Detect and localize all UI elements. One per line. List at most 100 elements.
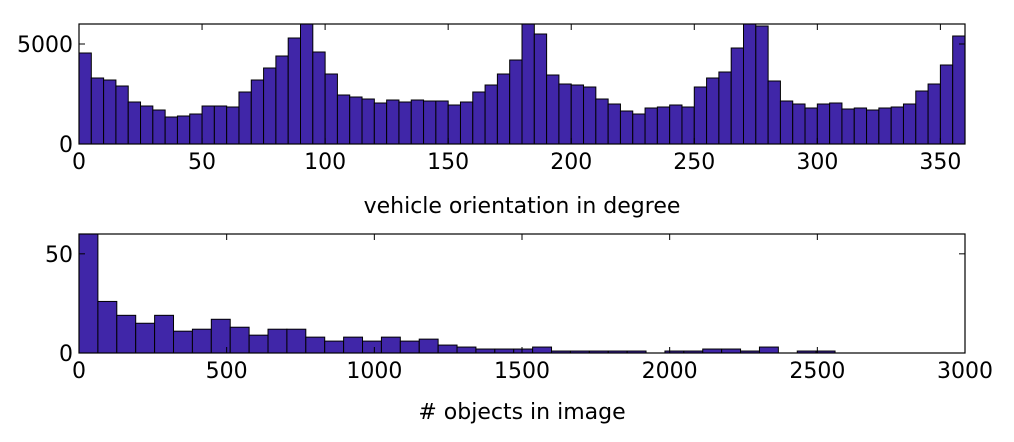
histogram-bar	[90, 77, 105, 145]
histogram-bar	[135, 322, 156, 354]
histogram-bar	[779, 100, 794, 145]
y-tick-label: 50	[45, 243, 73, 268]
x-tick-label: 2500	[789, 359, 845, 384]
histogram-bar	[755, 25, 769, 145]
histogram-bar	[743, 23, 757, 145]
histogram-bar	[644, 107, 658, 145]
histogram-bar	[305, 336, 326, 354]
histogram-bar	[116, 314, 137, 354]
histogram-bar	[324, 73, 338, 145]
orientation-histogram-panel: 0 50 100 150 200 250 300 350 0 5000 vehicle orient…	[17, 23, 966, 219]
y-tick-label: 5000	[17, 33, 73, 58]
x-tick-label: 0	[72, 150, 86, 175]
histogram-bar	[248, 334, 269, 354]
histogram-bar	[546, 74, 560, 145]
histogram-bar	[380, 336, 401, 354]
histogram-bar	[681, 106, 695, 145]
histogram-bar	[97, 300, 118, 354]
histogram-bar	[267, 328, 288, 354]
histogram-bar	[343, 336, 364, 354]
x-tick-label: 200	[550, 150, 592, 175]
histogram-bar	[878, 107, 892, 145]
histogram-bar	[418, 338, 439, 354]
x-tick-label: 0	[72, 359, 86, 384]
histogram-bar	[250, 79, 265, 145]
histogram-bar	[730, 47, 745, 145]
x-tick-label: 50	[188, 150, 216, 175]
histogram-bar	[176, 115, 191, 145]
histogram-bar	[532, 346, 553, 354]
histogram-bar	[312, 51, 326, 145]
x-axis-label: # objects in image	[418, 400, 625, 425]
histogram-bar	[927, 83, 941, 145]
histogram-bar	[570, 84, 585, 145]
histogram-bar	[362, 340, 382, 354]
histogram-bar	[201, 105, 215, 145]
histogram-bar	[718, 71, 732, 145]
x-tick-label: 300	[796, 150, 838, 175]
x-tick-label: 500	[206, 359, 248, 384]
histogram-bar	[226, 106, 240, 145]
histogram-bar	[386, 99, 400, 145]
histogram-bar	[300, 23, 314, 145]
histogram-bar	[275, 55, 289, 145]
histogram-bar	[472, 91, 486, 145]
histogram-bar	[435, 100, 449, 145]
histogram-bar	[164, 116, 178, 145]
histogram-bar	[595, 98, 609, 145]
histogram-bar	[533, 33, 548, 145]
histogram-bar	[583, 86, 597, 145]
histogram-bar	[399, 340, 420, 354]
axes-box	[78, 23, 966, 145]
histogram-bar	[804, 107, 818, 145]
histogram-bar	[349, 96, 363, 145]
histogram-bar	[437, 344, 458, 354]
histogram-bar	[286, 328, 307, 354]
histogram-bar	[103, 79, 117, 145]
histogram-bar	[890, 106, 904, 145]
histogram-bar	[423, 100, 437, 145]
histogram-bar	[373, 102, 388, 145]
histogram-bar	[558, 83, 572, 145]
histogram-bar	[767, 80, 781, 145]
histogram-bar	[841, 108, 855, 145]
histogram-bar	[456, 346, 477, 354]
histogram-bar	[324, 340, 345, 354]
histogram-bar	[484, 84, 498, 145]
histogram-bar	[656, 106, 671, 145]
histogram-bar	[238, 91, 252, 145]
histogram-bar	[213, 105, 228, 145]
histogram-bar	[792, 103, 806, 145]
x-tick-label: 150	[427, 150, 469, 175]
histogram-bar	[361, 98, 375, 145]
x-tick-label: 100	[304, 150, 346, 175]
histogram-bar	[915, 90, 929, 145]
x-tick-label: 3000	[937, 359, 993, 384]
object-count-histogram-panel: 0 500 1000 1500 2000 2500 3000 0 50 # objects in …	[45, 233, 993, 425]
histogram-bar	[78, 233, 99, 354]
histogram-bar	[632, 113, 646, 145]
histogram-bar	[191, 328, 212, 354]
histogram-bar	[173, 330, 193, 354]
histogram-bar	[152, 109, 166, 145]
histogram-bar	[127, 101, 142, 145]
histogram-bar	[78, 52, 92, 145]
histogram-bar	[263, 67, 277, 145]
x-tick-label: 2000	[642, 359, 698, 384]
histogram-bar	[669, 104, 683, 145]
histogram-bar	[619, 110, 634, 145]
histogram-bar	[410, 99, 425, 145]
histogram-bar	[447, 104, 461, 145]
histogram-bar	[758, 346, 779, 354]
histogram-bar	[509, 59, 523, 145]
y-tick-label: 0	[59, 133, 73, 158]
histogram-bar	[229, 326, 250, 354]
x-tick-label: 350	[919, 150, 961, 175]
histogram-bar	[459, 101, 474, 145]
histogram-bar	[336, 94, 351, 145]
histogram-bar	[853, 107, 868, 145]
histogram-bar	[521, 23, 535, 145]
histogram-bar	[496, 73, 511, 145]
x-tick-label: 250	[673, 150, 715, 175]
